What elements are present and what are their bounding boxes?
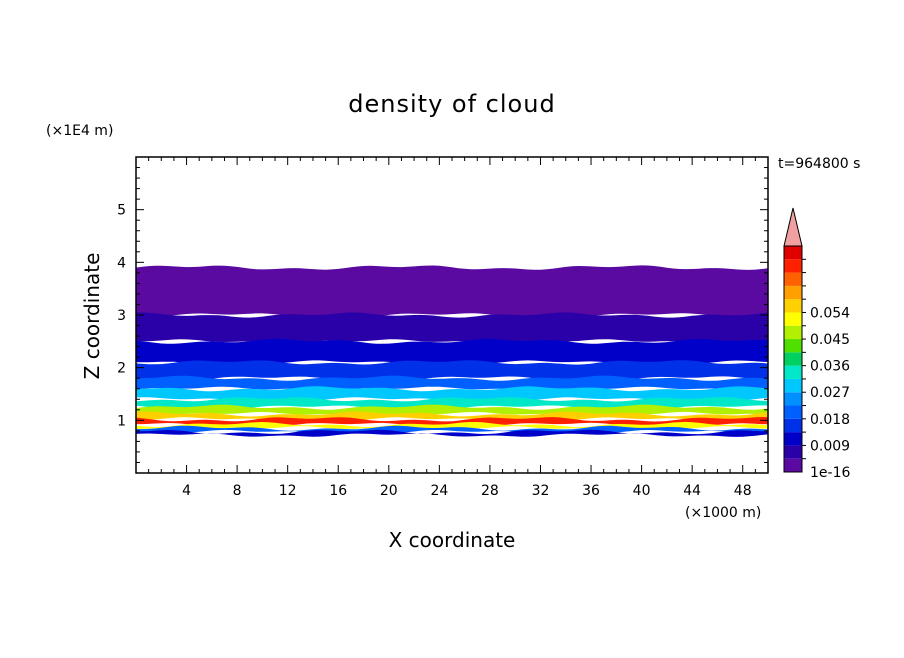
density-layer (136, 397, 768, 409)
colorbar-label: 1e-16 (810, 465, 850, 481)
y-tick-label: 1 (117, 413, 126, 429)
y-axis-label: Z coordinate (80, 253, 104, 380)
colorbar-swatch (784, 259, 802, 273)
colorbar-swatch (784, 365, 802, 379)
x-tick-label: 28 (481, 483, 499, 499)
colorbar-swatch (784, 272, 802, 286)
x-tick-label: 4 (182, 483, 191, 499)
colorbar-swatch (784, 418, 802, 433)
colorbar-swatch (784, 352, 802, 366)
chart-title: density of cloud (348, 90, 555, 118)
density-layer (136, 375, 768, 391)
colorbar-swatch (784, 285, 802, 300)
density-layer (136, 404, 768, 417)
y-unit-label: (×1E4 m) (46, 123, 113, 139)
colorbar-label: 0.036 (810, 359, 850, 375)
x-tick-label: 8 (233, 483, 242, 499)
colorbar-swatch (784, 246, 802, 260)
colorbar-swatch (784, 432, 802, 446)
time-label: t=964800 s (778, 156, 860, 172)
x-unit-label: (×1000 m) (685, 505, 761, 521)
colorbar-swatch (784, 445, 802, 459)
colorbar-extend-arrow (783, 207, 803, 247)
y-tick-label: 3 (117, 308, 126, 324)
colorbar-swatch (784, 378, 802, 393)
colorbar-label: 0.054 (810, 305, 850, 321)
y-tick-label: 4 (117, 255, 126, 271)
x-tick-label: 36 (582, 483, 600, 499)
colorbar-label: 0.009 (810, 438, 850, 454)
colorbar-label: 0.018 (810, 412, 850, 428)
x-tick-label: 16 (329, 483, 347, 499)
x-tick-label: 44 (683, 483, 701, 499)
x-tick-label: 12 (279, 483, 297, 499)
y-tick-label: 2 (117, 361, 126, 377)
y-tick-label: 5 (117, 203, 126, 219)
density-layer (136, 338, 768, 365)
density-layer (136, 360, 768, 380)
colorbar-swatch (784, 405, 802, 419)
x-tick-label: 48 (734, 483, 752, 499)
colorbar-swatch (784, 299, 802, 313)
x-tick-label: 24 (430, 483, 448, 499)
colorbar-swatch (784, 339, 802, 353)
colorbar-swatch (784, 458, 802, 472)
colorbar-swatch (784, 325, 802, 340)
density-layer (136, 429, 768, 437)
colorbar-frame (783, 245, 803, 473)
x-tick-label: 40 (633, 483, 651, 499)
density-layer (136, 265, 768, 317)
colorbar-label: 0.045 (810, 332, 850, 348)
colorbar-label: 0.027 (810, 385, 850, 401)
colorbar-swatch (784, 392, 802, 406)
colorbar-swatch (784, 312, 802, 326)
density-layer (136, 417, 768, 427)
colorbar: 1e-16 0.009 0.018 0.027 0.036 0.045 0.054 (783, 207, 850, 481)
density-field (136, 265, 768, 437)
x-axis-label: X coordinate (389, 528, 516, 552)
density-layer (136, 312, 768, 344)
x-tick-label: 20 (380, 483, 398, 499)
x-tick-label: 32 (532, 483, 550, 499)
